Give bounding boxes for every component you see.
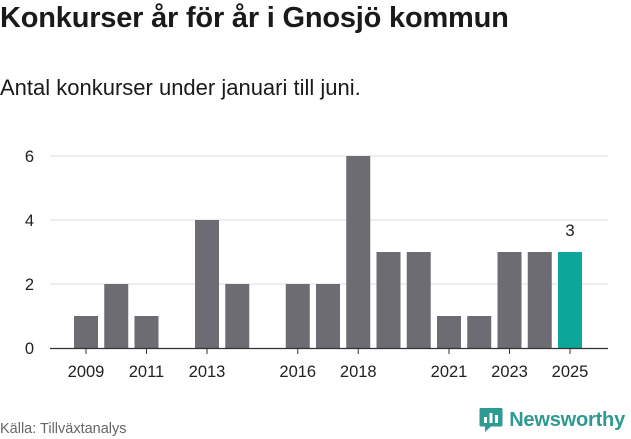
bar <box>437 316 461 348</box>
chart-title: Konkurser år för år i Gnosjö kommun <box>0 2 509 34</box>
x-tick-label: 2023 <box>491 363 528 381</box>
bar <box>316 284 340 348</box>
bar <box>134 316 159 348</box>
bar <box>376 252 401 348</box>
bar <box>497 252 522 348</box>
x-tick-label: 2016 <box>279 363 316 381</box>
bars <box>50 156 608 350</box>
y-tick-label: 2 <box>25 276 34 294</box>
y-tick-label: 4 <box>25 212 34 230</box>
y-tick-label: 0 <box>25 340 34 358</box>
y-axis-ticks: 0 2 4 6 <box>25 148 34 358</box>
x-tick-label: 2021 <box>431 363 468 381</box>
data-label: 3 <box>565 221 574 240</box>
x-tick-label: 2011 <box>129 363 164 381</box>
bar <box>406 252 431 348</box>
bar-chart: 0 2 4 6 2009 2011 2013 2016 2018 2021 2023 2025 3 <box>25 148 608 381</box>
bar <box>195 220 219 348</box>
bar <box>225 284 250 348</box>
bar <box>285 284 310 348</box>
chart-subtitle: Antal konkurser under januari till juni. <box>0 75 361 100</box>
source-note: Källa: Tillväxtanalys <box>0 421 127 437</box>
x-axis-ticks: 2009 2011 2013 2016 2018 2021 2023 2025 <box>68 348 589 381</box>
brand-name: Newsworthy <box>509 408 625 431</box>
data-labels: 3 <box>565 221 574 240</box>
newsworthy-logo-icon <box>479 408 503 432</box>
brand-logo: Newsworthy <box>479 407 625 433</box>
x-tick-label: 2013 <box>189 363 226 381</box>
x-tick-label: 2009 <box>68 363 105 381</box>
bar <box>527 252 552 348</box>
x-tick-label: 2018 <box>340 363 377 381</box>
gridlines <box>50 155 608 285</box>
bar <box>346 156 371 348</box>
bar <box>467 316 492 348</box>
y-tick-label: 6 <box>25 148 34 166</box>
bar-highlight <box>558 252 582 348</box>
bar <box>74 316 98 348</box>
x-tick-label: 2025 <box>552 363 589 381</box>
bar <box>104 284 129 348</box>
